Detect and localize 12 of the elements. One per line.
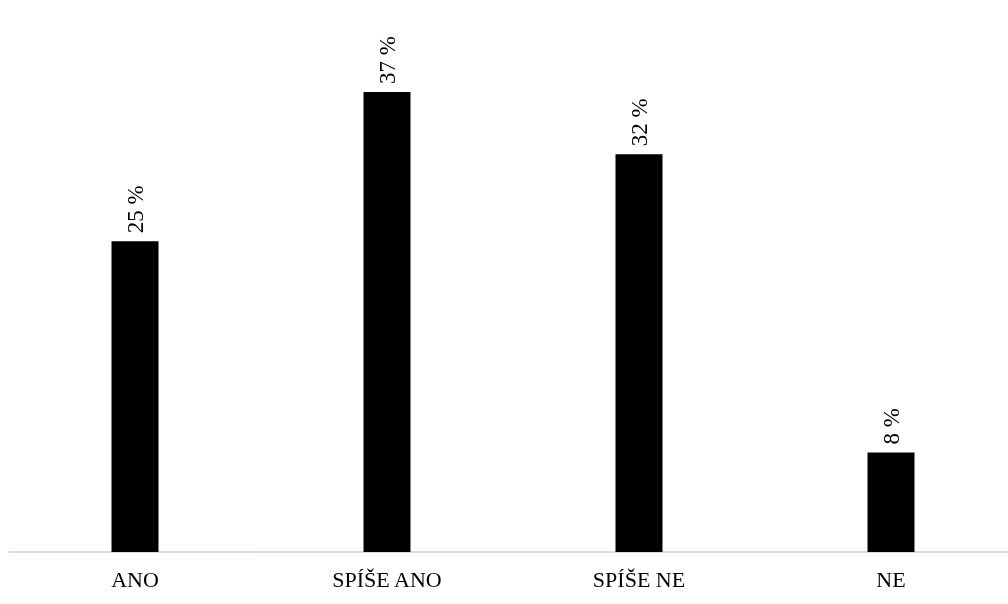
- bar: [363, 92, 411, 552]
- bar: [615, 154, 663, 552]
- bar: [111, 241, 159, 552]
- data-label: 32 %: [626, 98, 652, 147]
- x-tick-label: SPÍŠE NE: [592, 566, 686, 592]
- data-label: 8 %: [878, 408, 904, 445]
- data-label: 25 %: [122, 185, 148, 234]
- x-tick-label: NE: [876, 566, 906, 592]
- data-label: 37 %: [374, 36, 400, 84]
- bar: [867, 452, 915, 552]
- x-tick-label: SPÍŠE ANO: [332, 566, 442, 592]
- x-tick-label: ANO: [111, 566, 159, 592]
